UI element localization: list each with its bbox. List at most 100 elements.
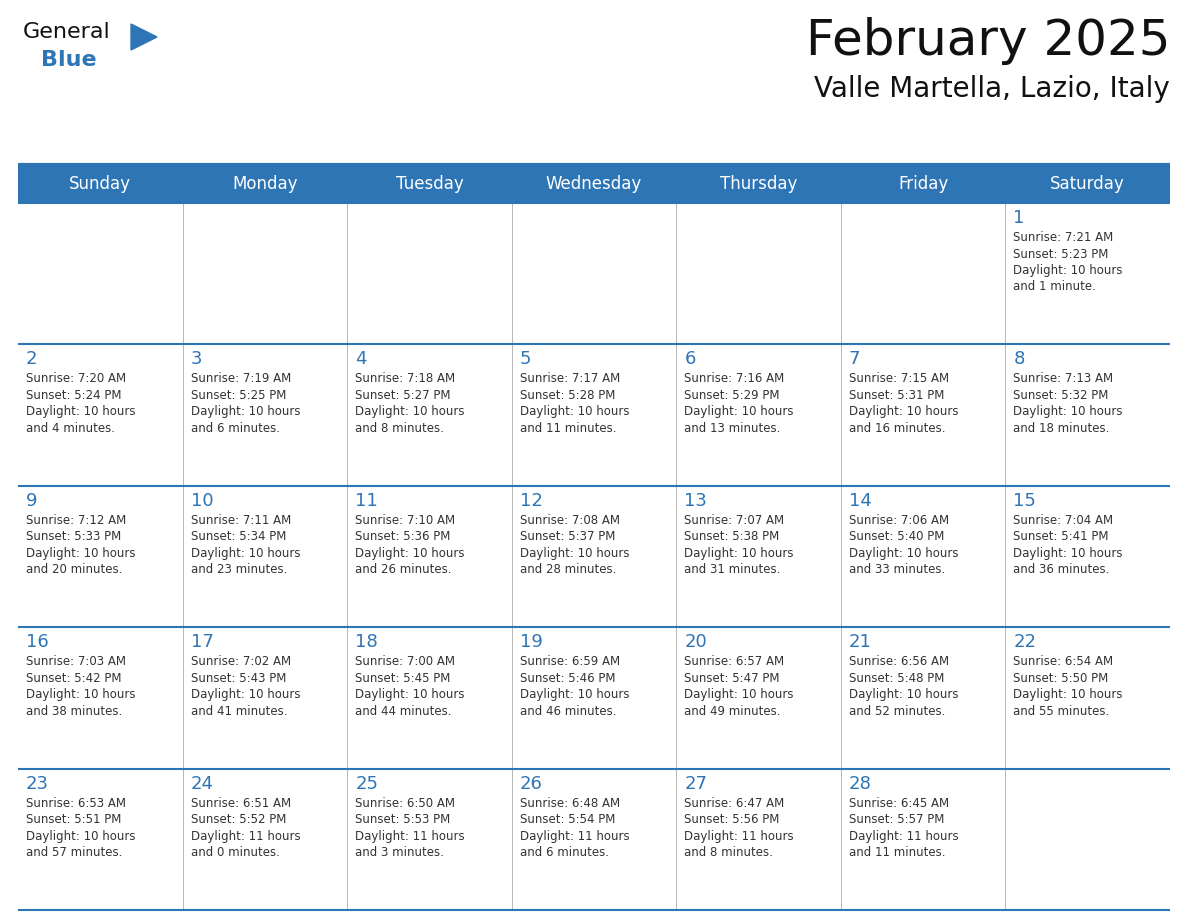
Bar bbox=[1005, 344, 1170, 486]
Text: Sunset: 5:29 PM: Sunset: 5:29 PM bbox=[684, 389, 779, 402]
Text: 2: 2 bbox=[26, 351, 38, 368]
Text: and 6 minutes.: and 6 minutes. bbox=[190, 422, 279, 435]
Text: Daylight: 10 hours: Daylight: 10 hours bbox=[684, 406, 794, 419]
Text: and 11 minutes.: and 11 minutes. bbox=[849, 846, 946, 859]
Text: Sunrise: 6:59 AM: Sunrise: 6:59 AM bbox=[519, 655, 620, 668]
Bar bbox=[676, 344, 841, 486]
Text: Daylight: 10 hours: Daylight: 10 hours bbox=[355, 406, 465, 419]
Text: Friday: Friday bbox=[898, 175, 948, 193]
Bar bbox=[18, 627, 183, 768]
Text: and 46 minutes.: and 46 minutes. bbox=[519, 705, 617, 718]
Text: 12: 12 bbox=[519, 492, 543, 509]
Text: and 18 minutes.: and 18 minutes. bbox=[1013, 422, 1110, 435]
Text: 10: 10 bbox=[190, 492, 213, 509]
Text: and 3 minutes.: and 3 minutes. bbox=[355, 846, 444, 859]
Bar bbox=[18, 203, 183, 344]
Text: Sunset: 5:38 PM: Sunset: 5:38 PM bbox=[684, 531, 779, 543]
Text: Sunset: 5:40 PM: Sunset: 5:40 PM bbox=[849, 531, 944, 543]
Text: and 41 minutes.: and 41 minutes. bbox=[190, 705, 287, 718]
Text: Daylight: 10 hours: Daylight: 10 hours bbox=[1013, 406, 1123, 419]
Text: Sunrise: 7:16 AM: Sunrise: 7:16 AM bbox=[684, 373, 784, 386]
Text: Daylight: 10 hours: Daylight: 10 hours bbox=[519, 547, 630, 560]
Text: Sunset: 5:27 PM: Sunset: 5:27 PM bbox=[355, 389, 450, 402]
Text: and 6 minutes.: and 6 minutes. bbox=[519, 846, 608, 859]
Text: Sunrise: 6:57 AM: Sunrise: 6:57 AM bbox=[684, 655, 784, 668]
Text: and 44 minutes.: and 44 minutes. bbox=[355, 705, 451, 718]
Text: Sunrise: 7:19 AM: Sunrise: 7:19 AM bbox=[190, 373, 291, 386]
Text: 20: 20 bbox=[684, 633, 707, 651]
Text: and 4 minutes.: and 4 minutes. bbox=[26, 422, 115, 435]
Bar bbox=[841, 627, 1005, 768]
Bar bbox=[347, 344, 512, 486]
Text: Monday: Monday bbox=[232, 175, 298, 193]
Bar bbox=[512, 768, 676, 910]
Text: and 33 minutes.: and 33 minutes. bbox=[849, 564, 946, 577]
Text: Daylight: 10 hours: Daylight: 10 hours bbox=[26, 547, 135, 560]
Text: Sunset: 5:54 PM: Sunset: 5:54 PM bbox=[519, 813, 615, 826]
Text: Daylight: 10 hours: Daylight: 10 hours bbox=[1013, 688, 1123, 701]
Bar bbox=[676, 768, 841, 910]
Text: Sunset: 5:33 PM: Sunset: 5:33 PM bbox=[26, 531, 121, 543]
Text: Tuesday: Tuesday bbox=[396, 175, 463, 193]
Text: Sunset: 5:42 PM: Sunset: 5:42 PM bbox=[26, 672, 121, 685]
Text: 25: 25 bbox=[355, 775, 378, 792]
Text: Sunrise: 7:11 AM: Sunrise: 7:11 AM bbox=[190, 514, 291, 527]
Text: Daylight: 10 hours: Daylight: 10 hours bbox=[26, 688, 135, 701]
Text: Sunset: 5:46 PM: Sunset: 5:46 PM bbox=[519, 672, 615, 685]
Text: Sunrise: 7:00 AM: Sunrise: 7:00 AM bbox=[355, 655, 455, 668]
Text: Sunset: 5:36 PM: Sunset: 5:36 PM bbox=[355, 531, 450, 543]
Text: Daylight: 11 hours: Daylight: 11 hours bbox=[849, 830, 959, 843]
Bar bbox=[183, 344, 347, 486]
Bar bbox=[18, 768, 183, 910]
Text: Blue: Blue bbox=[42, 50, 96, 70]
Bar bbox=[347, 627, 512, 768]
Polygon shape bbox=[131, 24, 157, 50]
Text: Sunrise: 6:48 AM: Sunrise: 6:48 AM bbox=[519, 797, 620, 810]
Bar bbox=[347, 768, 512, 910]
Text: and 57 minutes.: and 57 minutes. bbox=[26, 846, 122, 859]
Text: Daylight: 10 hours: Daylight: 10 hours bbox=[519, 406, 630, 419]
Bar bbox=[347, 486, 512, 627]
Text: Daylight: 11 hours: Daylight: 11 hours bbox=[519, 830, 630, 843]
Text: Sunrise: 7:20 AM: Sunrise: 7:20 AM bbox=[26, 373, 126, 386]
Text: Sunday: Sunday bbox=[69, 175, 132, 193]
Text: 7: 7 bbox=[849, 351, 860, 368]
Text: Sunrise: 7:17 AM: Sunrise: 7:17 AM bbox=[519, 373, 620, 386]
Text: Sunset: 5:56 PM: Sunset: 5:56 PM bbox=[684, 813, 779, 826]
Text: Daylight: 10 hours: Daylight: 10 hours bbox=[190, 547, 301, 560]
Text: Sunrise: 7:21 AM: Sunrise: 7:21 AM bbox=[1013, 231, 1113, 244]
Text: 4: 4 bbox=[355, 351, 367, 368]
Text: Sunset: 5:48 PM: Sunset: 5:48 PM bbox=[849, 672, 944, 685]
Text: Sunset: 5:43 PM: Sunset: 5:43 PM bbox=[190, 672, 286, 685]
Text: 28: 28 bbox=[849, 775, 872, 792]
Text: Sunrise: 7:07 AM: Sunrise: 7:07 AM bbox=[684, 514, 784, 527]
Text: 26: 26 bbox=[519, 775, 543, 792]
Text: 22: 22 bbox=[1013, 633, 1036, 651]
Bar bbox=[512, 203, 676, 344]
Bar bbox=[1005, 768, 1170, 910]
Text: Daylight: 10 hours: Daylight: 10 hours bbox=[26, 406, 135, 419]
Text: Daylight: 10 hours: Daylight: 10 hours bbox=[519, 688, 630, 701]
Text: Sunset: 5:28 PM: Sunset: 5:28 PM bbox=[519, 389, 615, 402]
Text: Sunset: 5:32 PM: Sunset: 5:32 PM bbox=[1013, 389, 1108, 402]
Text: Sunset: 5:25 PM: Sunset: 5:25 PM bbox=[190, 389, 286, 402]
Text: Sunset: 5:37 PM: Sunset: 5:37 PM bbox=[519, 531, 615, 543]
Text: Sunset: 5:52 PM: Sunset: 5:52 PM bbox=[190, 813, 286, 826]
Text: Sunset: 5:47 PM: Sunset: 5:47 PM bbox=[684, 672, 779, 685]
Text: 8: 8 bbox=[1013, 351, 1025, 368]
Text: Daylight: 11 hours: Daylight: 11 hours bbox=[355, 830, 465, 843]
Text: Sunrise: 7:12 AM: Sunrise: 7:12 AM bbox=[26, 514, 126, 527]
Bar bbox=[18, 165, 1170, 203]
Text: and 28 minutes.: and 28 minutes. bbox=[519, 564, 617, 577]
Bar bbox=[1005, 203, 1170, 344]
Text: 27: 27 bbox=[684, 775, 707, 792]
Text: Sunrise: 6:51 AM: Sunrise: 6:51 AM bbox=[190, 797, 291, 810]
Text: Sunset: 5:45 PM: Sunset: 5:45 PM bbox=[355, 672, 450, 685]
Text: 14: 14 bbox=[849, 492, 872, 509]
Text: 19: 19 bbox=[519, 633, 543, 651]
Bar bbox=[841, 768, 1005, 910]
Text: and 1 minute.: and 1 minute. bbox=[1013, 281, 1097, 294]
Text: Sunset: 5:34 PM: Sunset: 5:34 PM bbox=[190, 531, 286, 543]
Text: 3: 3 bbox=[190, 351, 202, 368]
Text: and 8 minutes.: and 8 minutes. bbox=[684, 846, 773, 859]
